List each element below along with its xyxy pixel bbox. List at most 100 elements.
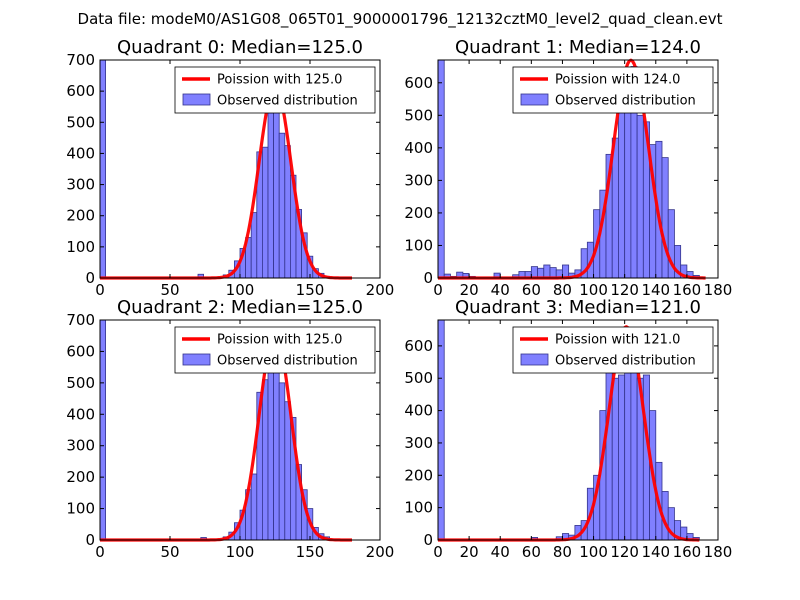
histogram-bar [267,360,274,541]
x-tick-label: 180 [704,281,733,299]
y-tick-label: 500 [404,106,433,124]
histogram-bar [562,264,570,279]
x-tick-label: 120 [610,281,639,299]
x-tick-label: 40 [491,281,510,299]
y-tick-label: 300 [66,437,95,455]
y-tick-label: 200 [404,466,433,484]
x-tick-label: 0 [433,281,443,299]
legend-curve-label: Poission with 125.0 [217,333,342,348]
quadrant-2-legend: Poission with 125.0 Observed distribution [174,326,376,374]
legend-hist-swatch [520,93,549,106]
histogram-bar [261,379,269,541]
y-tick-label: 0 [423,269,433,287]
y-tick-label: 100 [404,236,433,254]
histogram-bar [261,146,269,279]
y-tick-label: 500 [66,113,95,131]
quadrant-3-legend: Poission with 121.0 Observed distribution [512,326,714,374]
x-tick-label: 50 [160,281,179,299]
y-tick-label: 500 [404,369,433,387]
histogram-bar [250,212,258,279]
quadrant-1-title: Quadrant 1: Median=124.0 [455,37,701,58]
x-tick-label: 160 [673,543,702,561]
histogram-bar [284,145,291,279]
x-tick-label: 60 [522,281,541,299]
histogram-bar [661,157,669,279]
histogram-bar [99,59,106,279]
histogram-bar [284,401,291,541]
histogram-bar [530,266,538,279]
histogram-bar [278,132,286,279]
y-tick-label: 200 [66,207,95,225]
quadrant-3-axes-frame [437,319,719,541]
y-tick-label: 0 [423,531,433,549]
legend-hist-swatch [182,93,211,106]
legend-hist-label: Observed distribution [555,94,696,109]
x-tick-label: 100 [226,281,255,299]
x-tick-label: 160 [673,281,702,299]
x-tick-label: 140 [641,281,670,299]
y-tick-label: 400 [404,402,433,420]
x-tick-label: 100 [226,543,255,561]
y-tick-label: 700 [66,311,95,329]
x-tick-label: 180 [704,543,733,561]
quadrant-0-legend: Poission with 125.0 Observed distribution [174,66,376,114]
histogram-bar [437,319,445,541]
legend-hist-label: Observed distribution [217,354,358,369]
y-tick-label: 600 [404,337,433,355]
y-tick-label: 400 [66,144,95,162]
histogram-bar [636,114,644,279]
legend-curve-label: Poission with 121.0 [555,333,680,348]
x-tick-label: 100 [579,543,608,561]
quadrant-0-panel: Quadrant 0: Median=125.0 0 50 100 150 200 0 100… [66,37,394,299]
y-tick-label: 200 [404,204,433,222]
x-tick-label: 200 [366,281,395,299]
figure-suptitle: Data file: modeM0/AS1G08_065T01_90000017… [78,10,723,29]
legend-curve-label: Poission with 124.0 [555,73,680,88]
y-tick-label: 300 [404,171,433,189]
histogram-bar [618,98,626,279]
x-tick-label: 0 [95,281,105,299]
y-tick-label: 400 [66,405,95,423]
legend-hist-swatch [520,353,549,366]
y-tick-label: 600 [66,82,95,100]
x-tick-label: 80 [553,543,572,561]
quadrant-3-title: Quadrant 3: Median=121.0 [455,297,701,318]
quadrant-0-title: Quadrant 0: Median=125.0 [117,37,363,58]
y-tick-label: 100 [66,238,95,256]
x-tick-label: 200 [366,543,395,561]
y-tick-label: 300 [66,176,95,194]
legend-hist-label: Observed distribution [217,94,358,109]
quadrant-2-histogram [99,319,330,541]
y-tick-label: 100 [66,500,95,518]
y-tick-label: 100 [404,499,433,517]
x-tick-label: 0 [433,543,443,561]
histogram-bar [611,377,619,541]
quadrant-2-title: Quadrant 2: Median=125.0 [117,297,363,318]
y-tick-label: 200 [66,468,95,486]
quadrant-1-legend: Poission with 124.0 Observed distribution [512,66,714,114]
x-tick-label: 0 [95,543,105,561]
x-tick-label: 50 [160,543,179,561]
x-tick-label: 80 [553,281,572,299]
histogram-bar [618,374,626,541]
histogram-bar [267,112,274,279]
legend-hist-label: Observed distribution [555,354,696,369]
x-tick-label: 20 [460,543,479,561]
histogram-bar [543,264,551,279]
x-tick-label: 60 [522,543,541,561]
y-tick-label: 600 [66,342,95,360]
histogram-bar [250,473,258,541]
x-tick-label: 140 [641,543,670,561]
y-tick-label: 700 [66,51,95,69]
quadrant-2-panel: Quadrant 2: Median=125.0 0 50 100 150 200 0 100… [66,297,394,561]
x-tick-label: 100 [579,281,608,299]
legend-hist-swatch [182,353,211,366]
histogram-bar [624,358,632,541]
quadrant-0-poisson-curve [99,83,353,280]
y-tick-label: 500 [66,374,95,392]
y-tick-label: 600 [404,74,433,92]
x-tick-label: 40 [491,543,510,561]
histogram-bar [273,90,280,279]
x-tick-label: 150 [296,543,325,561]
histogram-bar [278,382,286,541]
